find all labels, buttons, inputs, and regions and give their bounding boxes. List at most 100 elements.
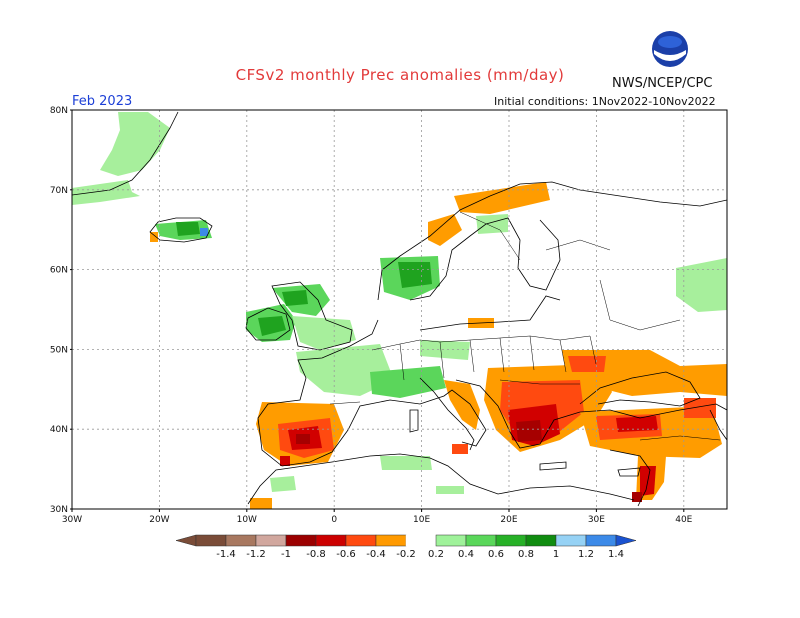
anomaly-africa-lightgreen <box>270 476 296 492</box>
colorbar-segment <box>345 534 377 547</box>
colorbar-segment <box>315 534 347 547</box>
britain-coast <box>271 281 353 351</box>
ireland-coast <box>245 307 291 341</box>
anomaly-italy-orange <box>444 380 480 430</box>
colorbar-label: 0.2 <box>428 549 444 560</box>
colorbar-label: -0.2 <box>396 549 416 560</box>
anomaly-russia-lightgreen <box>676 258 727 312</box>
colorbar: -1.4 -1.2 -1 -0.8 -0.6 -0.4 -0.2 0.2 0.4 0.6 0.8 1 1… <box>175 534 637 560</box>
coastlines <box>72 111 727 507</box>
longitude-labels: 30W 20W 10W 0 10E 20E 30E 40E <box>62 509 693 525</box>
anomaly-norway-orange <box>428 214 462 246</box>
longitude-label: 10W <box>237 515 257 525</box>
greenland-coast <box>72 111 179 196</box>
anomaly-iberia-darkred <box>296 434 310 444</box>
colorbar-segment <box>195 534 227 547</box>
graticule <box>72 110 727 509</box>
latitude-label: 70N <box>50 186 68 196</box>
anomaly-sicily-orange <box>452 444 468 454</box>
longitude-label: 20E <box>500 515 517 525</box>
balkan-coast <box>455 379 727 449</box>
forecast-period-label: Feb 2023 <box>72 94 133 109</box>
colorbar-segment <box>555 534 587 547</box>
colorbar-segment <box>255 534 287 547</box>
longitude-label: 40E <box>675 515 692 525</box>
colorbar-label: -0.4 <box>366 549 386 560</box>
anomaly-central-lightgreen <box>420 340 470 360</box>
anomaly-layer <box>72 112 727 509</box>
levant-coast <box>609 449 651 507</box>
anomaly-levant-darkred <box>632 492 642 502</box>
sweden-finland-coast <box>409 217 561 301</box>
noaa-logo <box>652 31 688 67</box>
colorbar-label: 1 <box>553 549 559 560</box>
colorbar-segment <box>525 534 557 547</box>
caspian-coast <box>709 409 727 441</box>
colorbar-segment <box>285 534 317 547</box>
anomaly-france-lightgreen <box>296 344 394 396</box>
colorbar-segment <box>585 534 617 547</box>
anomaly-greece-darkred <box>516 420 542 442</box>
anomaly-uk-lightgreen <box>292 316 356 350</box>
anomaly-scand-lightgreen <box>476 214 508 234</box>
longitude-label: 30E <box>588 515 605 525</box>
colorbar-label: -1 <box>281 549 291 560</box>
latitude-labels: 80N 70N 60N 50N 40N 30N <box>50 106 72 515</box>
anomaly-iceland-darkgreen <box>176 222 200 236</box>
latitude-label: 80N <box>50 106 68 116</box>
anomaly-alps-green <box>370 366 446 398</box>
western-europe-coast <box>257 319 487 467</box>
colorbar-label: -1.2 <box>246 549 266 560</box>
crete-coast <box>539 461 567 471</box>
sardinia-coast <box>409 409 419 433</box>
border-lines <box>329 211 721 441</box>
colorbar-label: 0.6 <box>488 549 504 560</box>
iceland-coast <box>149 217 213 243</box>
colorbar-segment <box>465 534 497 547</box>
colorbar-label: 0.8 <box>518 549 534 560</box>
chart-title: CFSv2 monthly Prec anomalies (mm/day) <box>235 66 565 84</box>
colorbar-label: 1.2 <box>578 549 594 560</box>
cyprus-coast <box>617 467 641 477</box>
colorbar-label: 1.4 <box>608 549 624 560</box>
colorbar-segment <box>405 534 437 547</box>
anomaly-north-cape-orange <box>454 182 550 214</box>
organization-label: NWS/NCEP/CPC <box>612 76 713 91</box>
anomaly-iceland-orange <box>150 232 158 242</box>
anomaly-algeria-lightgreen <box>380 456 432 470</box>
italy-coast <box>419 377 475 451</box>
colorbar-segment <box>375 534 407 547</box>
anomaly-caucasus-red <box>684 398 716 418</box>
colorbar-label: -0.8 <box>306 549 326 560</box>
anomaly-turkey-red <box>616 416 658 432</box>
latitude-label: 50N <box>50 345 68 355</box>
latitude-label: 30N <box>50 505 68 515</box>
longitude-label: 0 <box>331 515 337 525</box>
scandinavia-coast <box>377 181 727 301</box>
colorbar-label: -0.6 <box>336 549 356 560</box>
latitude-label: 60N <box>50 266 68 276</box>
anomaly-uk-darkgreen <box>282 290 308 306</box>
colorbar-right-arrow <box>615 534 637 547</box>
anomaly-iceland-blue <box>200 228 208 236</box>
anomaly-morocco-red <box>280 456 290 466</box>
initial-conditions-label: Initial conditions: 1Nov2022-10Nov2022 <box>494 95 716 108</box>
baltic-coast <box>419 295 561 331</box>
colorbar-label: 0.4 <box>458 549 474 560</box>
black-sea-coast <box>579 371 701 407</box>
colorbar-left-arrow <box>175 534 197 547</box>
anomaly-ireland-darkgreen <box>258 316 286 336</box>
anomaly-greenland-green <box>72 180 140 205</box>
longitude-label: 30W <box>62 515 82 525</box>
country-borders <box>329 211 721 441</box>
anomaly-greenland-coast-green <box>100 112 170 176</box>
colorbar-segment <box>225 534 257 547</box>
colorbar-segment <box>495 534 527 547</box>
anomaly-tunisia-lightgreen <box>436 486 464 494</box>
longitude-label: 10E <box>413 515 430 525</box>
map-frame <box>71 109 728 510</box>
latitude-label: 40N <box>50 425 68 435</box>
africa-coast <box>247 453 635 505</box>
colorbar-label: -1.4 <box>216 549 236 560</box>
